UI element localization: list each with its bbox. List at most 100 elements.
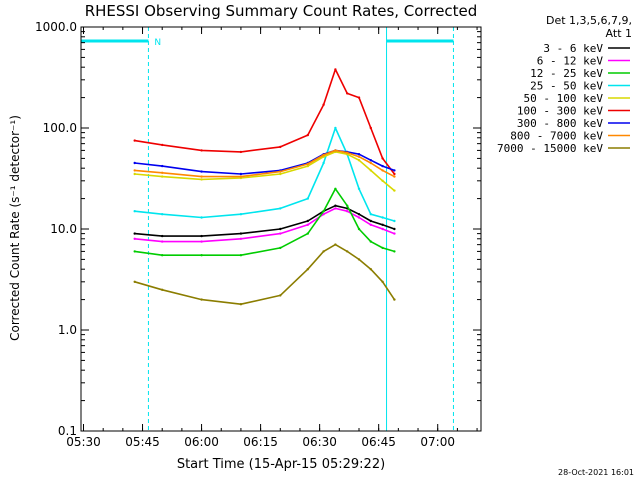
series-2-point-0	[133, 250, 136, 253]
legend-label-7: 800 - 7000 keV	[510, 130, 603, 143]
series-8-point-3	[239, 303, 243, 306]
series-5-point-7	[334, 68, 337, 71]
series-3-point-0	[133, 210, 136, 213]
legend-label-6: 300 - 800 keV	[517, 117, 603, 130]
series-3-point-11	[381, 216, 384, 219]
series-2-point-7	[334, 187, 337, 190]
series-7-point-6	[322, 153, 325, 157]
series-2-point-8	[346, 204, 349, 207]
series-0-point-10	[369, 219, 372, 223]
series-7-point-10	[369, 161, 372, 165]
series-0-point-7	[334, 204, 337, 207]
series-3-point-9	[357, 187, 361, 190]
series-7-point-8	[346, 151, 349, 154]
series-5-point-6	[322, 103, 325, 106]
series-7-point-12	[393, 175, 396, 178]
series-8-point-4	[279, 294, 282, 297]
x-tick-label-3: 06:15	[243, 435, 278, 449]
legend-label-8: 7000 - 15000 keV	[497, 142, 603, 155]
series-6-point-3	[239, 172, 243, 176]
series-1-point-10	[369, 223, 372, 226]
series-6-point-11	[381, 164, 384, 168]
series-4-point-1	[161, 175, 164, 178]
series-3-point-3	[239, 213, 243, 216]
series-7-point-7	[334, 149, 337, 152]
series-1-point-12	[393, 232, 396, 235]
y-tick-label-2: 10.0	[50, 222, 77, 236]
legend-header-1: Det 1,3,5,6,7,9,	[546, 14, 632, 27]
x-tick-label-1: 05:45	[125, 435, 160, 449]
legend-label-5: 100 - 300 keV	[517, 105, 603, 118]
series-5-point-2	[200, 149, 203, 152]
series-0-point-1	[161, 234, 164, 238]
series-line-7	[134, 149, 395, 178]
series-1-point-9	[357, 216, 361, 219]
series-1-point-4	[279, 232, 282, 235]
series-7-point-9	[357, 155, 361, 158]
series-2-point-3	[239, 254, 243, 257]
y-tick-label-4: 1000.0	[35, 20, 77, 34]
series-line-8	[134, 243, 396, 306]
series-5-point-8	[346, 92, 349, 95]
series-5-point-12	[393, 172, 396, 176]
series-7-point-4	[279, 170, 282, 173]
series-3-point-12	[393, 219, 396, 223]
series-0-point-5	[306, 219, 309, 223]
series-2-point-6	[322, 210, 325, 213]
series-4-point-11	[381, 179, 384, 182]
legend-header-2: Att 1	[606, 27, 632, 40]
series-7-point-3	[239, 175, 243, 178]
series-3-point-7	[334, 126, 337, 130]
series-3-point-6	[322, 161, 325, 165]
series-line-2	[134, 188, 395, 256]
series-0-point-2	[200, 234, 203, 238]
night-markers: N	[80, 27, 454, 431]
y-tick-label-0: 0.1	[58, 424, 77, 438]
series-7-point-1	[161, 171, 164, 174]
series-1-point-7	[334, 207, 337, 210]
y-tick-label-3: 100.0	[43, 121, 77, 135]
series-1-point-0	[133, 237, 136, 240]
series-1-point-1	[161, 240, 164, 243]
night-label: N	[154, 38, 161, 48]
series-7-point-0	[133, 169, 136, 172]
series-4-point-0	[133, 172, 136, 176]
series-5-point-3	[239, 150, 243, 154]
series-6-point-10	[369, 159, 372, 162]
series-0-point-9	[357, 213, 361, 216]
series-5-point-0	[133, 139, 136, 142]
legend-label-1: 6 - 12 keV	[537, 55, 604, 68]
series-2-point-9	[357, 227, 361, 231]
series-8-point-8	[346, 250, 349, 253]
series-3-point-10	[369, 213, 372, 216]
x-tick-label-5: 06:45	[361, 435, 396, 449]
x-tick-label-4: 06:30	[302, 435, 337, 449]
series-0-point-11	[381, 223, 384, 226]
series-line-6	[134, 149, 395, 175]
y-axis-label: Corrected Count Rate (s⁻¹ detector⁻¹)	[8, 115, 22, 341]
series-8-point-0	[133, 280, 136, 283]
series-5-point-10	[369, 126, 372, 130]
series-8-point-12	[393, 298, 396, 301]
chart-title: RHESSI Observing Summary Count Rates, Co…	[85, 2, 478, 20]
series-7-point-2	[200, 175, 203, 178]
legend-label-0: 3 - 6 keV	[543, 42, 603, 55]
series-6-point-0	[133, 161, 136, 165]
axes: 05:30 05:45 06:00 06:15 06:30 06:45 07:00 0.1 1.…	[35, 20, 482, 449]
legend-label-4: 50 - 100 keV	[524, 92, 604, 105]
series-5-point-11	[381, 157, 384, 160]
series-6-point-9	[357, 153, 361, 156]
series-5-point-5	[306, 133, 309, 137]
series-2-point-1	[161, 254, 164, 257]
series-6-point-2	[200, 170, 203, 173]
y-tick-label-1: 1.0	[58, 323, 77, 337]
series-2-point-12	[393, 250, 396, 253]
series-3-point-4	[279, 207, 282, 210]
series-8-point-1	[161, 288, 164, 291]
series-4-point-2	[200, 178, 203, 181]
series-8-point-9	[357, 258, 361, 261]
series-1-point-2	[200, 240, 203, 243]
series-3-point-1	[161, 213, 164, 216]
